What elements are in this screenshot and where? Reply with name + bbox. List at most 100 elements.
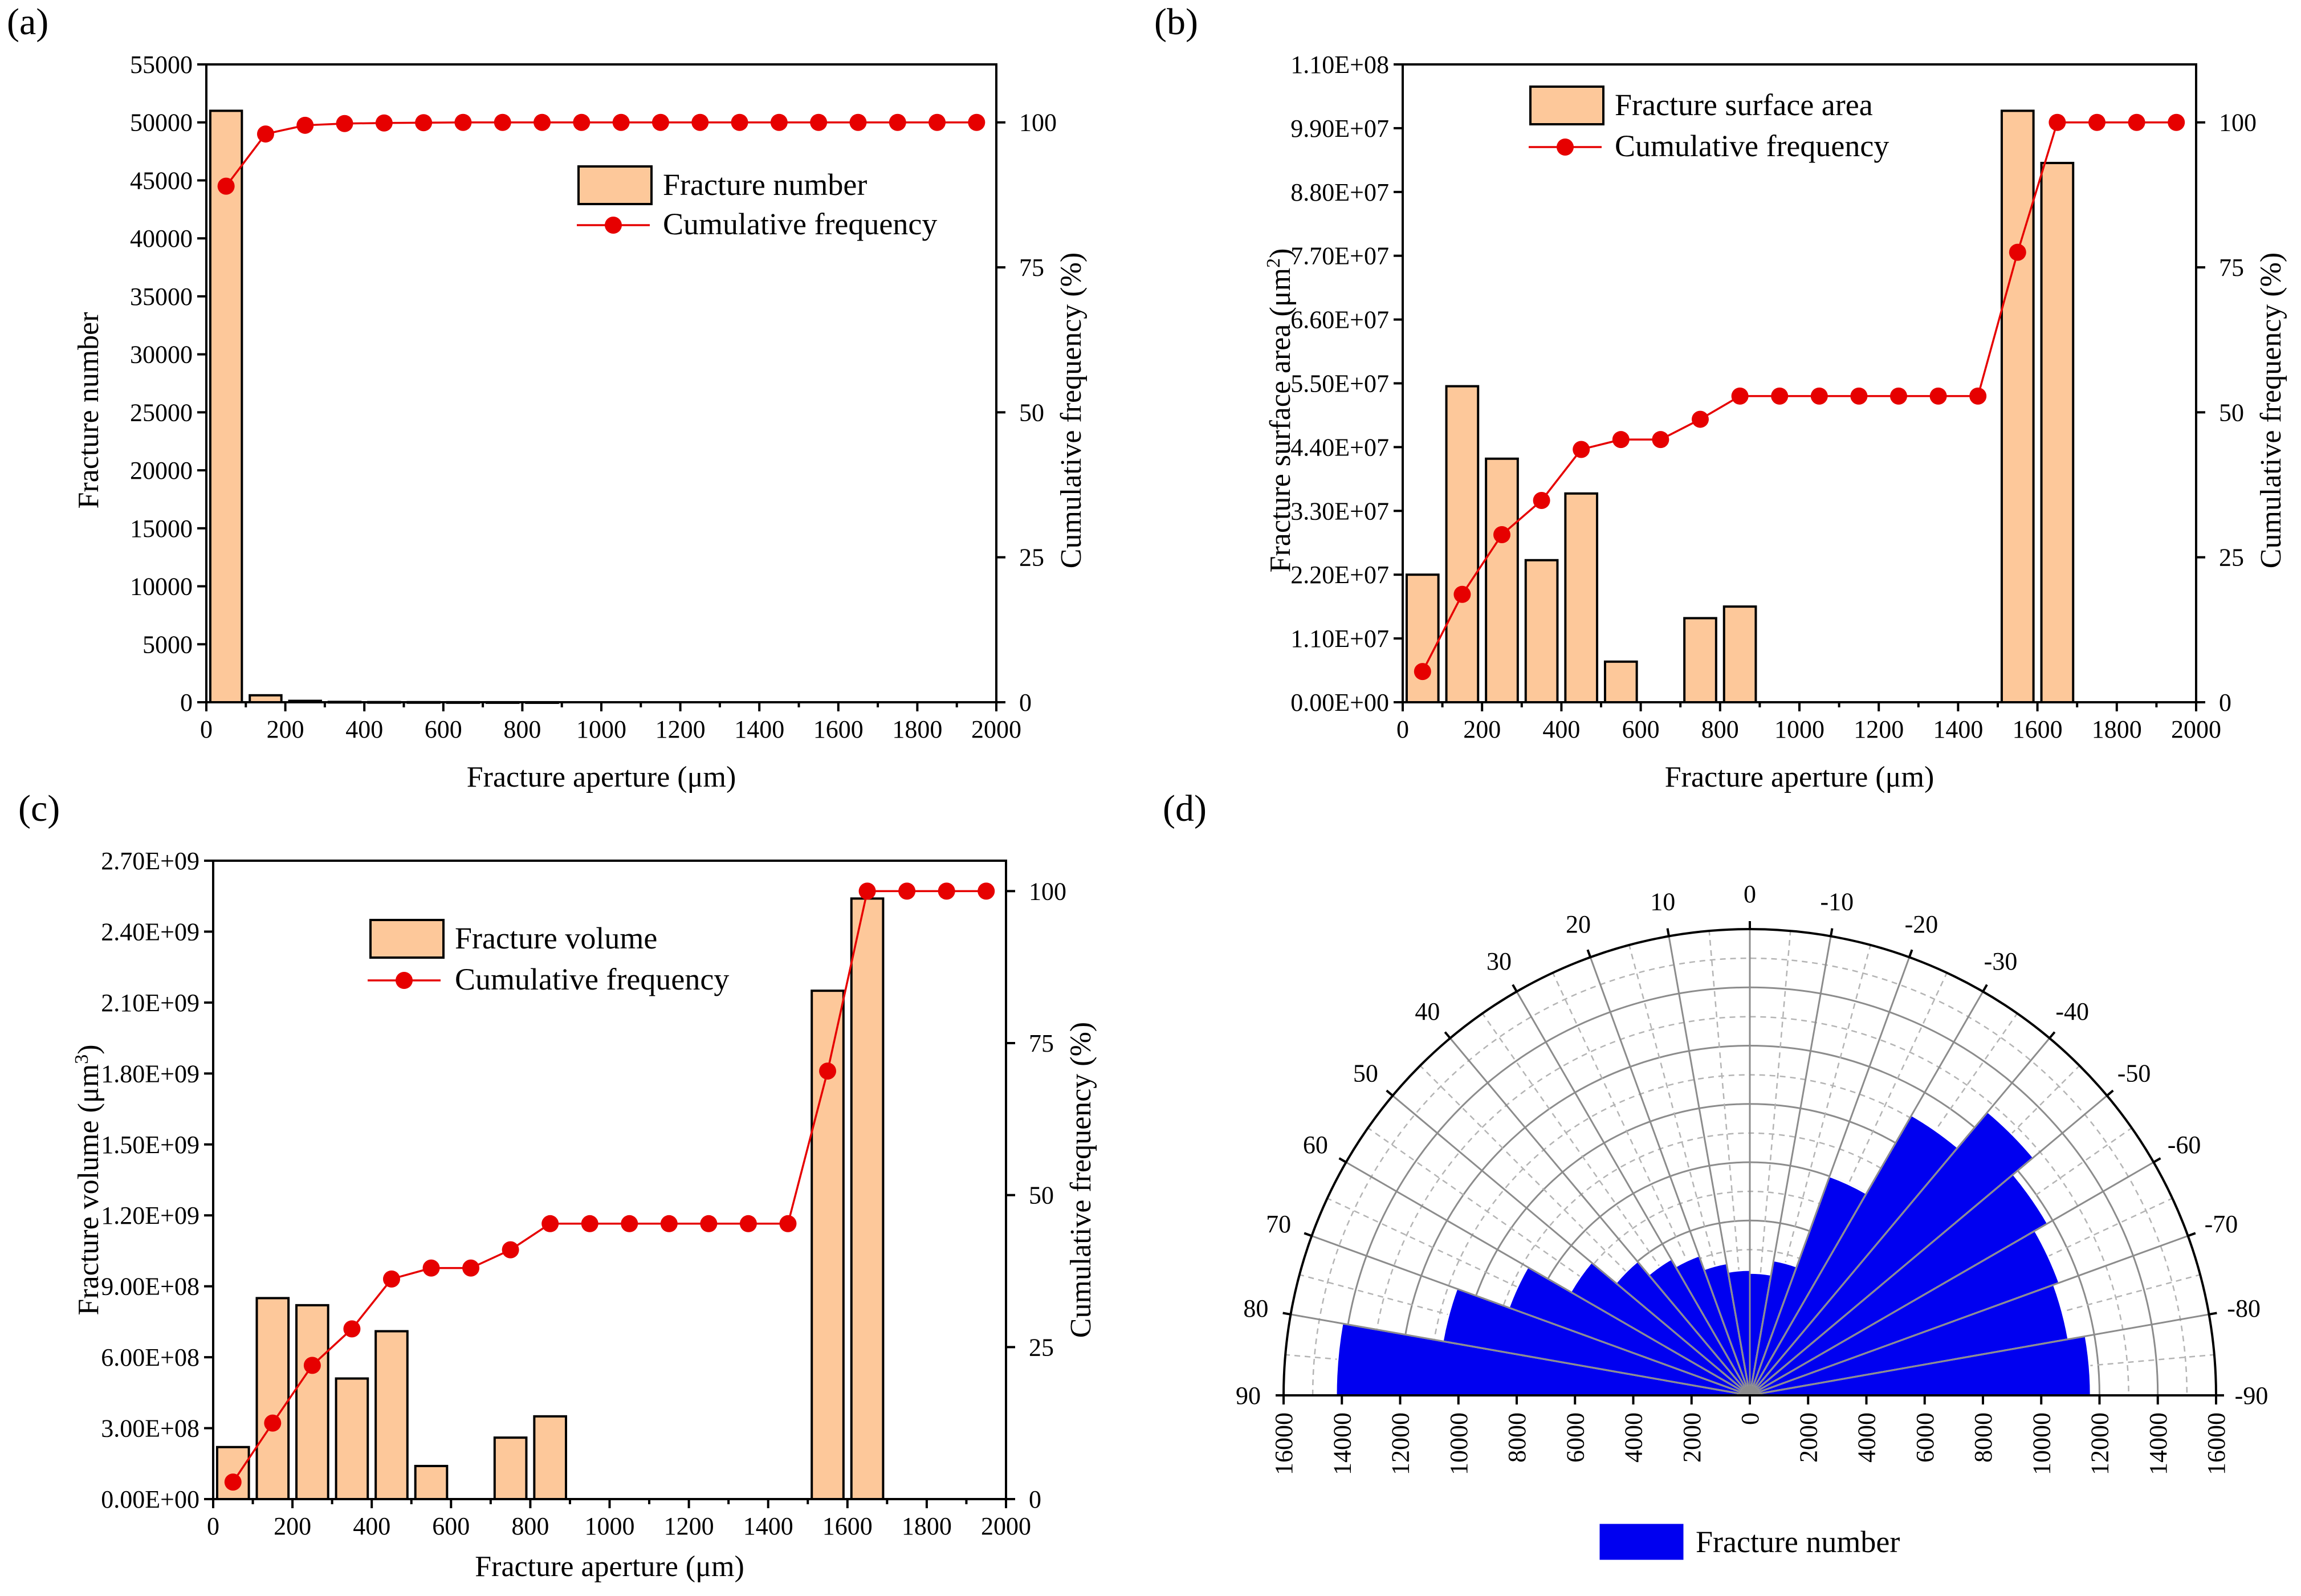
polar-major-spoke	[1749, 1161, 2155, 1396]
x-tick-label: 400	[345, 715, 383, 743]
polar-major-spoke	[1290, 1313, 1750, 1396]
y2-tick-label: 50	[1019, 398, 1044, 426]
x-tick-label: 200	[274, 1512, 311, 1540]
y-axis-label: Fracture surface area (μm2)	[1263, 249, 1297, 573]
y-tick-label: 7.70E+07	[1290, 242, 1389, 270]
y2-tick-label: 75	[1029, 1029, 1054, 1057]
cumulative-point	[1612, 431, 1630, 449]
cumulative-point	[928, 113, 946, 131]
radial-tick-label: 8000	[1503, 1412, 1531, 1463]
x-tick-label: 0	[200, 715, 213, 743]
y-tick-label: 6.00E+08	[101, 1343, 199, 1371]
y-tick-label: 2.10E+09	[101, 989, 199, 1017]
bar	[533, 1415, 567, 1500]
panel-label: (b)	[1154, 1, 1198, 43]
polar-major-spoke	[1392, 1095, 1750, 1396]
bar	[1722, 605, 1757, 704]
y-tick-label: 1.10E+08	[1290, 51, 1389, 79]
angle-label: -60	[2168, 1131, 2201, 1159]
y2-tick-label: 75	[1019, 254, 1044, 282]
y2-tick-label: 75	[2219, 254, 2244, 282]
x-tick-label: 600	[425, 715, 462, 743]
angle-tick	[1338, 1157, 1347, 1163]
legend-line-marker	[396, 972, 413, 989]
angle-tick	[1982, 984, 1988, 992]
y-tick-label: 10000	[130, 573, 193, 601]
cumulative-point	[502, 1241, 519, 1259]
cumulative-point	[303, 1357, 321, 1374]
y-tick-label: 5000	[142, 630, 193, 658]
angle-tick	[2187, 1232, 2196, 1237]
plot-frame	[205, 63, 997, 703]
y-tick-label: 2.20E+07	[1290, 561, 1389, 589]
cumulative-frequency-line	[1422, 121, 2177, 672]
x-tick-label: 1000	[585, 1512, 635, 1540]
legend-bar-label: Fracture surface area	[1615, 88, 1873, 122]
y2-axis-label: Cumulative frequency (%)	[1055, 253, 1088, 568]
legend-line-label: Cumulative frequency	[455, 962, 729, 996]
y-tick-label: 15000	[130, 515, 193, 543]
cumulative-point	[770, 113, 788, 131]
x-tick-label: 600	[432, 1512, 470, 1540]
y-tick-label: 45000	[130, 166, 193, 194]
radial-tick-label: 16000	[1270, 1412, 1298, 1475]
x-tick-label: 1800	[2092, 715, 2142, 743]
panel-a-fracture-number-chart: 0 200 400 600 800 1000 1200 1400 1600 1800 2000050…	[7, 1, 1088, 793]
legend-line-marker	[605, 217, 622, 234]
cumulative-point	[700, 1215, 718, 1232]
polar-major-spoke	[1345, 1161, 1750, 1396]
cumulative-point	[2128, 113, 2145, 131]
legend-line-label: Cumulative frequency	[1615, 129, 1889, 163]
cumulative-point	[581, 1215, 598, 1232]
cumulative-point	[2009, 243, 2026, 261]
cumulative-point	[533, 113, 551, 131]
y2-tick-label: 25	[1029, 1333, 1054, 1361]
angle-label: 10	[1650, 887, 1675, 915]
bar	[209, 109, 243, 703]
cumulative-point	[224, 1473, 242, 1491]
y2-tick-label: 25	[2219, 544, 2244, 572]
y2-tick-label: 100	[2219, 109, 2257, 137]
y-tick-label: 25000	[130, 398, 193, 426]
y-tick-label: 4.40E+07	[1290, 433, 1389, 461]
y-tick-label: 0.00E+00	[1290, 689, 1389, 716]
cumulative-point	[968, 113, 985, 131]
y2-tick-label: 0	[2219, 689, 2231, 716]
bar	[414, 1464, 449, 1501]
legend-wedge-label: Fracture number	[1696, 1525, 1900, 1559]
angle-tick	[2153, 1157, 2161, 1163]
cumulative-point	[810, 113, 828, 131]
y2-tick-label: 100	[1029, 877, 1066, 905]
x-tick-label: 1400	[734, 715, 784, 743]
polar-major-spoke	[1749, 956, 1911, 1396]
cumulative-point	[849, 113, 867, 131]
cumulative-point	[382, 1270, 400, 1288]
x-tick-label: 1000	[576, 715, 626, 743]
y2-tick-label: 50	[1029, 1182, 1054, 1210]
radial-tick-label: 2000	[1678, 1412, 1706, 1463]
angle-label: -90	[2235, 1382, 2269, 1410]
cumulative-point	[898, 882, 916, 900]
cumulative-point	[978, 882, 995, 900]
polar-grid-arc	[1370, 1016, 2129, 1396]
cumulative-point	[462, 1259, 480, 1277]
cumulative-point	[621, 1215, 638, 1232]
radial-tick-label: 10000	[2027, 1412, 2055, 1475]
radial-tick-label: 2000	[1794, 1412, 1822, 1463]
y-tick-label: 1.80E+09	[101, 1060, 199, 1088]
angle-tick	[1282, 1312, 1291, 1316]
legend-line-label: Cumulative frequency	[663, 207, 937, 241]
panel-c-fracture-volume-chart: 0 200 400 600 800 1000 1200 1400 1600 1800 20000.0…	[18, 788, 1097, 1583]
angle-label: -30	[1984, 947, 2018, 975]
cumulative-point	[651, 113, 669, 131]
cumulative-point	[691, 113, 709, 131]
x-tick-label: 1200	[664, 1512, 714, 1540]
x-tick-label: 1400	[743, 1512, 793, 1540]
x-tick-label: 0	[207, 1512, 219, 1540]
angle-label: -20	[1905, 910, 1938, 938]
x-tick-label: 600	[1622, 715, 1660, 743]
polar-major-spoke	[1749, 991, 1984, 1396]
angle-label: 0	[1744, 880, 1756, 908]
cumulative-point	[415, 114, 433, 132]
angle-tick	[1586, 949, 1592, 958]
